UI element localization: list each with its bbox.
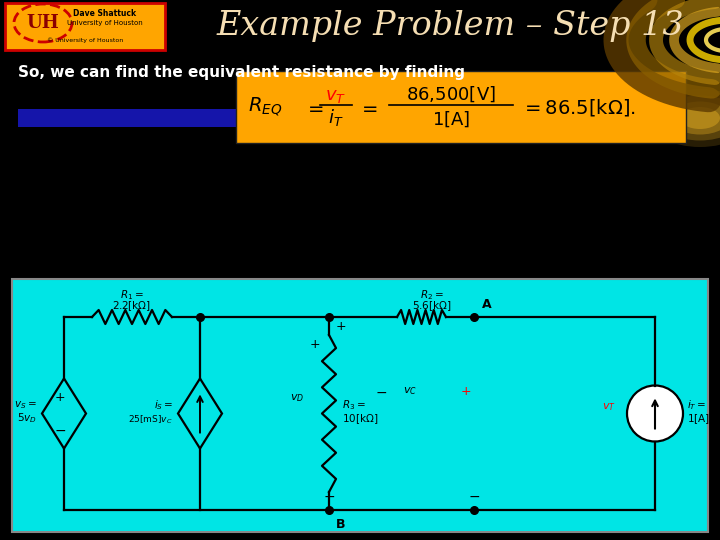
Text: $= 86.5[\mathrm{k}\Omega].$: $= 86.5[\mathrm{k}\Omega].$ bbox=[521, 97, 636, 118]
Ellipse shape bbox=[647, 89, 720, 147]
Text: $v_D$: $v_D$ bbox=[290, 393, 304, 404]
Text: +: + bbox=[310, 339, 320, 352]
Bar bbox=[12, 279, 708, 532]
Text: $1[\mathrm{A}]$: $1[\mathrm{A}]$ bbox=[687, 413, 710, 427]
Text: University of Houston: University of Houston bbox=[67, 20, 143, 26]
Text: So, we can find the equivalent resistance by finding: So, we can find the equivalent resistanc… bbox=[18, 64, 465, 79]
Text: $i_T=$: $i_T=$ bbox=[687, 399, 706, 413]
Text: UH: UH bbox=[27, 14, 59, 32]
Ellipse shape bbox=[670, 102, 720, 134]
Text: $=$: $=$ bbox=[358, 98, 378, 117]
Text: $R_{EQ}$: $R_{EQ}$ bbox=[248, 96, 282, 118]
Text: Example Problem – Step 13: Example Problem – Step 13 bbox=[216, 10, 684, 42]
Circle shape bbox=[627, 386, 683, 442]
Text: $25[\mathrm{mS}]v_C$: $25[\mathrm{mS}]v_C$ bbox=[128, 413, 173, 426]
Text: $-$: $-$ bbox=[375, 384, 387, 399]
Text: $R_3=$: $R_3=$ bbox=[342, 399, 366, 413]
Bar bbox=[236, 71, 686, 143]
Text: $v_T$: $v_T$ bbox=[602, 402, 616, 414]
Text: $-$: $-$ bbox=[54, 422, 66, 436]
Text: $86{,}500[\mathrm{V}]$: $86{,}500[\mathrm{V}]$ bbox=[406, 84, 496, 104]
Text: $-$: $-$ bbox=[323, 489, 335, 503]
Text: +: + bbox=[336, 321, 346, 334]
Text: $R_1=$: $R_1=$ bbox=[120, 288, 144, 302]
Text: $v_T$: $v_T$ bbox=[325, 87, 346, 105]
Text: $10[\mathrm{k}\Omega]$: $10[\mathrm{k}\Omega]$ bbox=[342, 413, 379, 427]
Text: $v_C$: $v_C$ bbox=[402, 386, 416, 397]
Text: $i_T$: $i_T$ bbox=[328, 106, 343, 127]
Text: $+$: $+$ bbox=[460, 385, 472, 398]
Ellipse shape bbox=[659, 96, 720, 140]
Text: $R_2=$: $R_2=$ bbox=[420, 288, 444, 302]
Text: +: + bbox=[55, 391, 66, 404]
Text: $5.6[\mathrm{k}\Omega]$: $5.6[\mathrm{k}\Omega]$ bbox=[412, 299, 451, 313]
FancyBboxPatch shape bbox=[5, 3, 165, 50]
Text: $i_S=$: $i_S=$ bbox=[153, 399, 173, 413]
Text: $1[\mathrm{A}]$: $1[\mathrm{A}]$ bbox=[432, 109, 470, 129]
Text: $=$: $=$ bbox=[304, 98, 324, 117]
Text: © University of Houston: © University of Houston bbox=[47, 37, 123, 43]
Text: $2.2[\mathrm{k}\Omega]$: $2.2[\mathrm{k}\Omega]$ bbox=[112, 299, 151, 313]
Text: Dave Shattuck: Dave Shattuck bbox=[73, 9, 137, 17]
Bar bbox=[18, 109, 236, 127]
Text: A: A bbox=[482, 299, 492, 312]
Text: $v_S=$: $v_S=$ bbox=[14, 400, 37, 411]
Text: B: B bbox=[336, 517, 346, 530]
Ellipse shape bbox=[680, 107, 720, 129]
Text: $5v_D$: $5v_D$ bbox=[17, 411, 37, 426]
Text: $-$: $-$ bbox=[468, 489, 480, 503]
